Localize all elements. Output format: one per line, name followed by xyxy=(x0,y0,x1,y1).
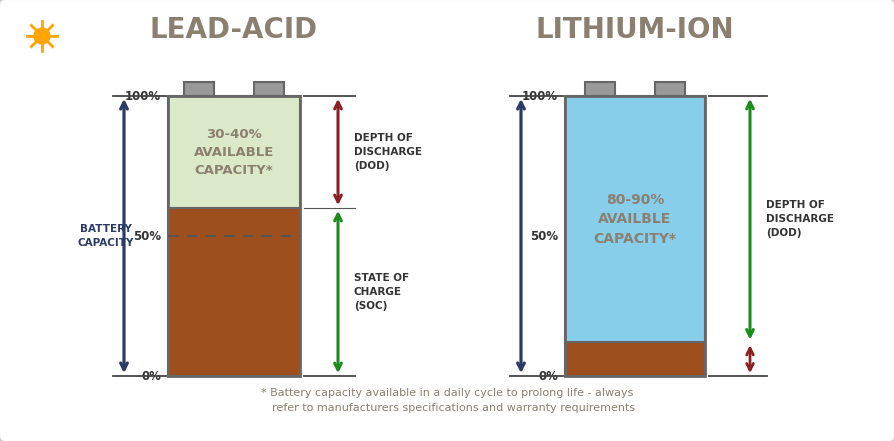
Text: 0%: 0% xyxy=(141,370,161,382)
Text: 100%: 100% xyxy=(522,90,558,102)
Text: 100%: 100% xyxy=(125,90,161,102)
Bar xyxy=(168,96,300,376)
Bar xyxy=(585,82,615,96)
Text: 50%: 50% xyxy=(530,229,558,243)
Text: 50%: 50% xyxy=(133,229,161,243)
Bar xyxy=(655,82,685,96)
Text: STATE OF
CHARGE
(SOC): STATE OF CHARGE (SOC) xyxy=(354,273,409,311)
Bar xyxy=(565,96,705,376)
Text: LITHIUM-ION: LITHIUM-ION xyxy=(536,16,734,44)
Bar xyxy=(565,342,705,376)
Bar xyxy=(168,208,300,376)
Text: DEPTH OF
DISCHARGE
(DOD): DEPTH OF DISCHARGE (DOD) xyxy=(766,200,834,238)
Circle shape xyxy=(34,28,50,44)
Bar xyxy=(184,82,214,96)
Text: 30-40%
AVAILABLE
CAPACITY*: 30-40% AVAILABLE CAPACITY* xyxy=(194,127,274,176)
Text: 0%: 0% xyxy=(538,370,558,382)
Text: BATTERY
CAPACITY: BATTERY CAPACITY xyxy=(78,224,134,248)
Bar xyxy=(254,82,284,96)
Text: DEPTH OF
DISCHARGE
(DOD): DEPTH OF DISCHARGE (DOD) xyxy=(354,133,422,171)
Bar xyxy=(168,96,300,208)
Bar xyxy=(565,96,705,342)
Text: LEAD-ACID: LEAD-ACID xyxy=(150,16,318,44)
Text: * Battery capacity available in a daily cycle to prolong life - always
    refer: * Battery capacity available in a daily … xyxy=(258,388,636,413)
Text: 80-90%
AVAILBLE
CAPACITY*: 80-90% AVAILBLE CAPACITY* xyxy=(594,193,677,246)
